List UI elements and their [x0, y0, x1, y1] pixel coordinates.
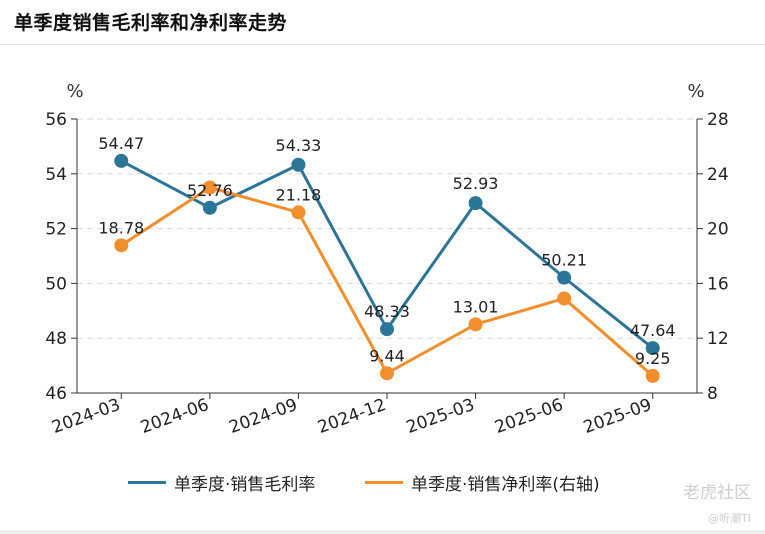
y-left-tick-label: 56 [45, 110, 67, 130]
y-right-tick-label: 8 [707, 384, 718, 404]
x-tick-label: 2024-06 [138, 395, 212, 438]
y-right-tick-label: 28 [707, 110, 729, 130]
y-left-tick-label: 46 [45, 384, 67, 404]
legend-item-net[interactable]: 单季度·销售净利率(右轴) [365, 470, 600, 495]
y-right-tick-label: 24 [707, 165, 729, 185]
watermark-brand: 老虎社区 [683, 483, 751, 503]
y-left-tick-label: 52 [45, 220, 67, 240]
x-tick-label: 2024-09 [227, 395, 301, 438]
data-label-gross: 47.64 [630, 321, 676, 340]
y-left-tick-label: 48 [45, 329, 67, 349]
data-label-gross: 50.21 [541, 251, 587, 270]
y-right-unit: % [687, 81, 704, 102]
y-right-tick-label: 16 [707, 274, 729, 294]
data-point-net [557, 291, 572, 306]
chart-title: 单季度销售毛利率和净利率走势 [14, 12, 288, 34]
y-right-tick-label: 12 [707, 329, 729, 349]
data-point-gross [557, 270, 572, 285]
data-point-gross [291, 157, 306, 172]
data-point-gross [468, 196, 483, 211]
x-tick-label: 2025-06 [492, 395, 566, 438]
legend-label-net: 单季度·销售净利率(右轴) [411, 475, 600, 495]
chart-legend: 单季度·销售毛利率 单季度·销售净利率(右轴) [0, 470, 765, 500]
data-label-net: 13.01 [453, 297, 499, 316]
data-label-gross: 52.76 [187, 181, 233, 200]
data-label-gross: 54.33 [276, 136, 322, 155]
data-label-net: 9.25 [635, 349, 671, 368]
y-left-tick-label: 54 [45, 165, 67, 185]
data-label-net: 18.78 [98, 218, 144, 237]
y-left-tick-label: 50 [45, 274, 67, 294]
legend-swatch-gross [128, 481, 166, 484]
x-tick-label: 2025-09 [581, 395, 655, 438]
legend-item-gross[interactable]: 单季度·销售毛利率 [128, 470, 315, 495]
data-label-net: 9.44 [369, 346, 405, 365]
data-point-net [380, 366, 394, 381]
y-left-unit: % [66, 81, 83, 102]
data-label-gross: 52.93 [453, 174, 499, 193]
x-tick-label: 2024-12 [315, 395, 389, 438]
watermark-handle: @听潮TI [708, 512, 751, 525]
data-point-net [468, 317, 483, 332]
bottom-divider [0, 530, 765, 534]
data-point-net [291, 205, 306, 220]
data-point-net [114, 238, 129, 253]
data-point-gross [645, 341, 660, 356]
data-point-gross [380, 322, 394, 337]
data-label-gross: 54.47 [98, 134, 144, 153]
y-right-tick-label: 20 [707, 220, 729, 240]
x-tick-label: 2025-03 [404, 395, 478, 438]
data-point-gross [114, 153, 129, 168]
data-point-gross [202, 200, 217, 215]
legend-label-gross: 单季度·销售毛利率 [174, 475, 316, 495]
data-point-net [645, 368, 660, 383]
data-point-net [202, 180, 217, 195]
legend-swatch-net [365, 481, 403, 484]
data-label-net: 21.18 [276, 185, 322, 204]
data-label-gross: 48.33 [364, 302, 410, 321]
title-divider [0, 44, 765, 45]
